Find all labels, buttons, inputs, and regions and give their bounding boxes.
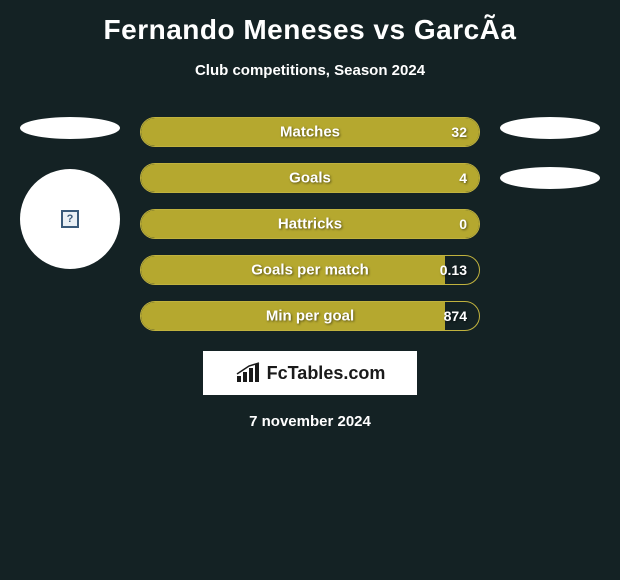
bar-label: Goals per match [251, 262, 369, 279]
stat-bar-hattricks: Hattricks 0 [140, 209, 480, 239]
placeholder-icon: ? [61, 210, 79, 228]
chart-icon [235, 362, 263, 384]
stat-bar-matches: Matches 32 [140, 117, 480, 147]
team-ellipse-right-1 [500, 117, 600, 139]
bar-value: 874 [444, 308, 467, 324]
bar-value: 0.13 [440, 262, 467, 278]
content-area: ? Matches 32 Goals 4 Hattricks 0 Goals p… [0, 117, 620, 430]
team-ellipse-right-2 [500, 167, 600, 189]
right-column [490, 117, 610, 217]
logo-text: FcTables.com [267, 363, 386, 384]
stat-bars: Matches 32 Goals 4 Hattricks 0 Goals per… [140, 117, 480, 331]
bar-label: Hattricks [278, 216, 342, 233]
logo-box: FcTables.com [203, 351, 417, 395]
page-title: Fernando Meneses vs GarcÃa [0, 0, 620, 46]
bar-label: Min per goal [266, 308, 354, 325]
bar-value: 0 [459, 216, 467, 232]
player-avatar-left: ? [20, 169, 120, 269]
bar-value: 4 [459, 170, 467, 186]
stat-bar-min-per-goal: Min per goal 874 [140, 301, 480, 331]
stat-bar-goals-per-match: Goals per match 0.13 [140, 255, 480, 285]
bar-label: Matches [280, 124, 340, 141]
left-column: ? [10, 117, 130, 269]
bar-label: Goals [289, 170, 331, 187]
page-subtitle: Club competitions, Season 2024 [0, 46, 620, 79]
stat-bar-goals: Goals 4 [140, 163, 480, 193]
team-ellipse-left [20, 117, 120, 139]
date-label: 7 november 2024 [0, 413, 620, 430]
bar-value: 32 [451, 124, 467, 140]
